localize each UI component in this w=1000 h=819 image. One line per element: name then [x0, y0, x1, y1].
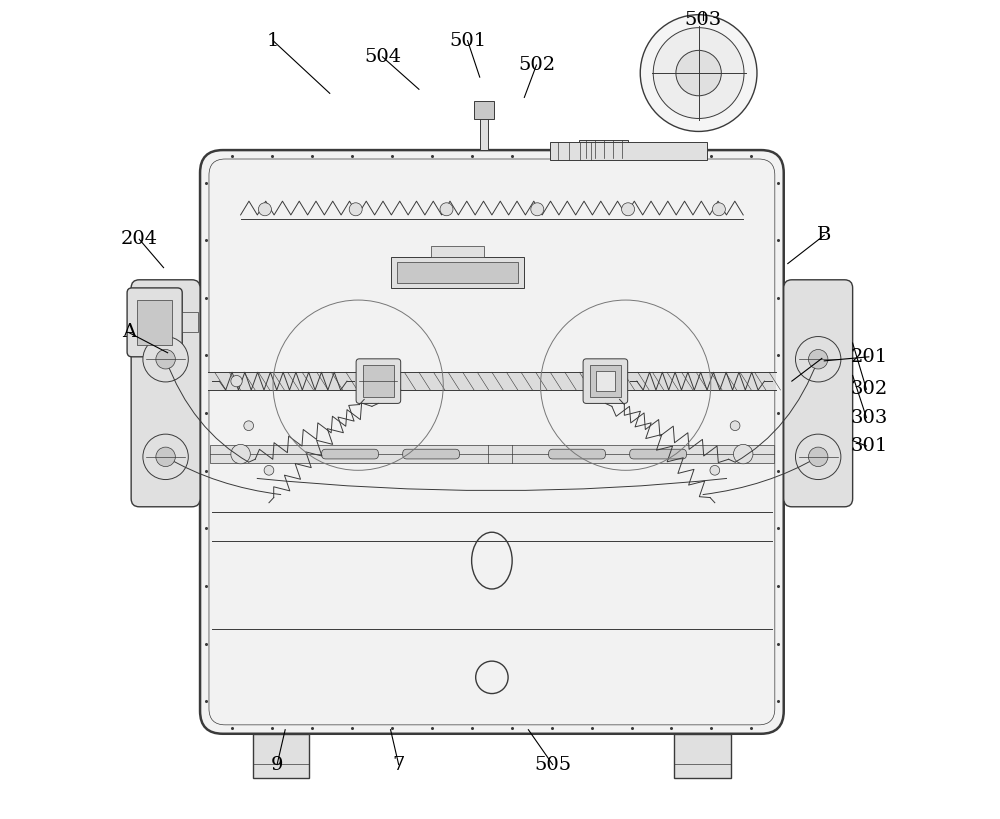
Circle shape: [264, 465, 274, 475]
Text: 504: 504: [364, 48, 401, 66]
FancyBboxPatch shape: [322, 450, 378, 459]
Bar: [182, 312, 198, 333]
Text: 201: 201: [850, 348, 887, 366]
Circle shape: [710, 465, 720, 475]
Text: 301: 301: [850, 437, 887, 455]
Circle shape: [640, 15, 757, 131]
FancyBboxPatch shape: [403, 450, 459, 459]
Circle shape: [231, 375, 242, 387]
Circle shape: [808, 350, 828, 369]
FancyBboxPatch shape: [630, 450, 686, 459]
Bar: [590, 365, 621, 397]
Bar: [397, 262, 518, 283]
Bar: [674, 734, 731, 778]
Circle shape: [795, 434, 841, 480]
FancyBboxPatch shape: [583, 359, 628, 404]
Bar: [363, 365, 394, 397]
FancyBboxPatch shape: [784, 280, 853, 507]
Text: 302: 302: [850, 380, 887, 398]
Text: 9: 9: [271, 756, 283, 774]
FancyBboxPatch shape: [127, 288, 182, 357]
Circle shape: [258, 203, 271, 215]
FancyBboxPatch shape: [131, 280, 200, 507]
Circle shape: [712, 203, 725, 215]
Bar: [480, 106, 488, 150]
Bar: [137, 300, 172, 345]
Circle shape: [156, 350, 175, 369]
Bar: [474, 102, 494, 120]
FancyBboxPatch shape: [549, 450, 605, 459]
Text: 1: 1: [267, 32, 279, 50]
Text: 7: 7: [392, 756, 405, 774]
Text: A: A: [122, 324, 136, 342]
Text: 503: 503: [684, 11, 721, 29]
Circle shape: [244, 421, 254, 431]
Bar: [431, 246, 484, 257]
Circle shape: [349, 203, 362, 215]
Circle shape: [795, 337, 841, 382]
Bar: [579, 140, 628, 158]
Circle shape: [143, 434, 188, 480]
Circle shape: [653, 28, 744, 119]
Text: 501: 501: [449, 32, 486, 50]
Bar: [596, 371, 615, 391]
Text: 303: 303: [850, 409, 888, 427]
Circle shape: [143, 337, 188, 382]
Bar: [208, 372, 776, 390]
Circle shape: [733, 445, 753, 464]
Circle shape: [676, 51, 721, 96]
Text: 204: 204: [121, 230, 158, 248]
Text: 505: 505: [534, 756, 571, 774]
Circle shape: [808, 447, 828, 467]
FancyBboxPatch shape: [200, 150, 784, 734]
Bar: [210, 446, 774, 463]
Bar: [550, 142, 707, 160]
Circle shape: [231, 445, 250, 464]
Circle shape: [730, 421, 740, 431]
Circle shape: [531, 203, 544, 215]
FancyBboxPatch shape: [356, 359, 401, 404]
Text: 502: 502: [518, 56, 555, 74]
Bar: [253, 734, 309, 778]
Text: B: B: [817, 226, 831, 244]
Circle shape: [156, 447, 175, 467]
Circle shape: [440, 203, 453, 215]
Circle shape: [622, 203, 635, 215]
Bar: [391, 257, 524, 288]
